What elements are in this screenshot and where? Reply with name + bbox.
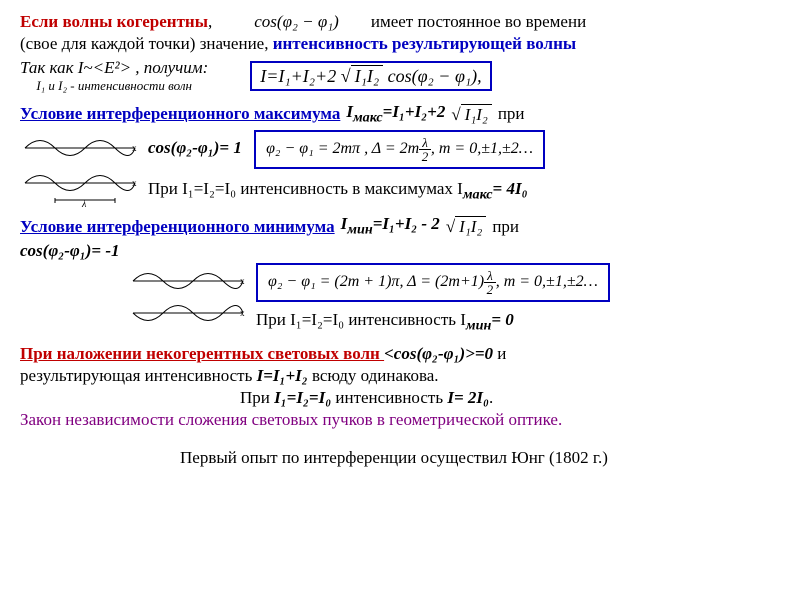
result-intensity: интенсивность результирующей волны [273,34,576,53]
independence-law: Закон независимости сложения световых пу… [20,410,780,430]
intro-line-1: Если волны когерентны, cos(φ₂ − φ₁) имее… [20,12,780,32]
cos-phi: cos(φ₂ − φ₁) [254,12,339,32]
min-title: Условие интерференционного минимума [20,217,335,237]
svg-text:x: x [240,308,245,318]
waves-antiphase-diagram: x x [128,263,248,333]
cos-eq-1: cos(φ₂-φ₁)= 1 [148,139,242,158]
svg-text:x: x [132,178,137,188]
intensity-note: I₁ и I₂ - интенсивности волн [20,78,208,94]
min-result-line: При I₁=I₂=I₀ интенсивность Iмин= 0 [256,310,514,329]
young-experiment: Первый опыт по интерференции осуществил … [20,448,780,468]
noncoherent-line-3: При I₁=I₂=I₀ интенсивность I= 2I₀. [20,388,780,408]
noncoherent-line-2: результирующая интенсивность I=I₁+I₂ всю… [20,366,780,386]
waves-in-phase-diagram: λ x x [20,128,140,208]
max-formula-box: φ₂ − φ₁ = 2mπ , Δ = 2mλ2, m = 0,±1,±2… [254,130,545,169]
max-detail-row: λ x x cos(φ₂-φ₁)= 1 φ₂ − φ₁ = 2mπ , Δ = … [20,128,780,208]
svg-text:x: x [240,276,245,286]
main-formula-box: I=I₁+I₂+2 I₁I₂ cos(φ₂ − φ₁), [250,61,491,91]
min-detail-row: x x φ₂ − φ₁ = (2m + 1)π, Δ = (2m+1)λ2, m… [20,263,780,336]
svg-text:λ: λ [81,199,87,208]
formula-row: Так как I~<E²> , получим: I₁ и I₂ - инте… [20,58,780,94]
svg-text:x: x [132,143,137,153]
cos-eq-neg1: cos(φ₂-φ₁)= -1 [20,241,120,260]
noncoherent-line-1: При наложении некогерентных световых вол… [20,344,780,364]
intro-line-2: (свое для каждой точки) значение, интенс… [20,34,780,54]
max-title: Условие интерференционного максимума [20,104,340,124]
max-result-line: При I₁=I₂=I₀ интенсивность в максимумах … [148,179,528,198]
text-has-constant: имеет постоянное во времени [371,12,586,32]
max-condition-row: Условие интерференционного максимума Iма… [20,102,780,126]
coherent-title: Если волны когерентны [20,12,208,31]
min-formula-box: φ₂ − φ₁ = (2m + 1)π, Δ = (2m+1)λ2, m = 0… [256,263,610,302]
since-text: Так как I~<E²> , получим: [20,58,208,78]
min-condition-row: Условие интерференционного минимума Iмин… [20,214,780,238]
